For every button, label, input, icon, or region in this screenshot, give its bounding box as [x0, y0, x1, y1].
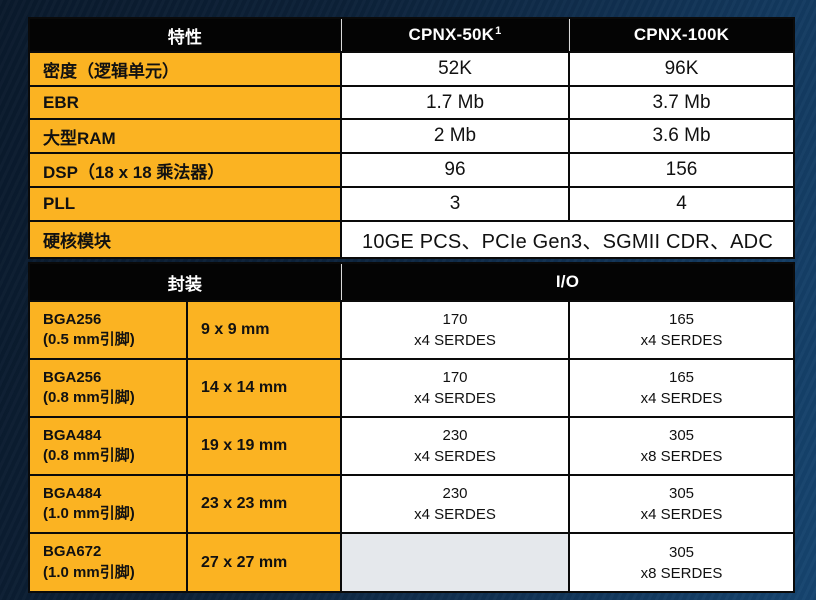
io-serdes: x4 SERDES [640, 506, 723, 523]
feature-value: 52K [342, 53, 568, 85]
package-name: BGA672 (1.0 mm引脚) [30, 534, 186, 591]
package-name: BGA484 (1.0 mm引脚) [30, 476, 186, 532]
io-serdes: x4 SERDES [414, 448, 496, 465]
io-value-cell: 230 x4 SERDES [342, 476, 568, 532]
package-code: BGA672 [43, 543, 102, 561]
spec-tables: 特性 CPNX-50K 1 CPNX-100K 密度（逻辑单元） 52K 96K EBR… [28, 17, 795, 593]
column-header-cpnx-50k: CPNX-50K 1 [341, 19, 568, 51]
feature-value: 3.7 Mb [570, 87, 793, 118]
feature-label: EBR [30, 87, 340, 118]
package-size: 19 x 19 mm [188, 418, 340, 474]
feature-label: DSP（18 x 18 乘法器） [30, 154, 340, 186]
feature-value: 2 Mb [342, 120, 568, 152]
io-count: 230 [442, 427, 468, 444]
io-count: 230 [442, 485, 468, 502]
io-value-cell: 165 x4 SERDES [570, 302, 793, 358]
package-pitch: (1.0 mm引脚) [43, 563, 135, 581]
feature-label: PLL [30, 188, 340, 220]
io-count: 305 [668, 427, 695, 444]
packages-header-label: 封装 [30, 264, 340, 300]
package-name: BGA256 (0.5 mm引脚) [30, 302, 186, 358]
feature-value: 156 [570, 154, 793, 186]
io-count: 165 [668, 311, 695, 328]
io-value-cell: 170 x4 SERDES [342, 302, 568, 358]
feature-value: 96 [342, 154, 568, 186]
io-serdes: x4 SERDES [414, 332, 496, 349]
io-count: 305 [668, 485, 695, 502]
package-pitch: (0.8 mm引脚) [43, 447, 135, 464]
feature-label: 硬核模块 [30, 222, 340, 257]
io-count: 170 [442, 369, 468, 386]
package-size: 14 x 14 mm [188, 360, 340, 416]
feature-value: 4 [570, 188, 793, 220]
io-value-cell: 165 x4 SERDES [570, 360, 793, 416]
feature-value-span: 10GE PCS、PCIe Gen3、SGMII CDR、ADC [342, 222, 793, 257]
io-value-cell: 305 x8 SERDES [570, 418, 793, 474]
package-code: BGA484 [43, 484, 102, 502]
io-empty-cell [342, 534, 568, 591]
io-serdes: x4 SERDES [640, 390, 723, 407]
io-count: 170 [442, 311, 468, 328]
io-serdes: x4 SERDES [414, 390, 496, 407]
feature-value: 3.6 Mb [570, 120, 793, 152]
feature-label: 密度（逻辑单元） [30, 53, 340, 85]
io-value-cell: 170 x4 SERDES [342, 360, 568, 416]
package-name: BGA256 (0.8 mm引脚) [30, 360, 186, 416]
package-code: BGA256 [43, 368, 102, 386]
io-value-cell: 305 x8 SERDES [570, 534, 793, 591]
io-value-cell: 230 x4 SERDES [342, 418, 568, 474]
column-header-cpnx-50k-text: CPNX-50K [408, 25, 495, 44]
package-pitch: (0.8 mm引脚) [43, 389, 135, 406]
features-table: 特性 CPNX-50K 1 CPNX-100K 密度（逻辑单元） 52K 96K EBR… [28, 17, 795, 259]
package-name: BGA484 (0.8 mm引脚) [30, 418, 186, 474]
package-pitch: (0.5 mm引脚) [43, 331, 135, 348]
io-count: 305 [668, 543, 695, 561]
feature-label: 大型RAM [30, 120, 340, 152]
io-serdes: x4 SERDES [640, 332, 723, 349]
package-size: 23 x 23 mm [188, 476, 340, 532]
io-value-cell: 305 x4 SERDES [570, 476, 793, 532]
package-code: BGA256 [43, 310, 102, 328]
column-header-cpnx-100k: CPNX-100K [569, 19, 793, 51]
package-size: 27 x 27 mm [188, 534, 340, 591]
io-serdes: x4 SERDES [414, 506, 496, 523]
io-serdes: x8 SERDES [640, 448, 723, 465]
io-serdes: x8 SERDES [640, 564, 723, 582]
feature-value: 3 [342, 188, 568, 220]
packages-table: 封装 I/O BGA256 (0.5 mm引脚) 9 x 9 mm 170 x4 SER… [28, 262, 795, 593]
io-count: 165 [668, 369, 695, 386]
feature-value: 1.7 Mb [342, 87, 568, 118]
package-pitch: (1.0 mm引脚) [43, 505, 135, 522]
package-size: 9 x 9 mm [188, 302, 340, 358]
feature-value: 96K [570, 53, 793, 85]
io-header-label: I/O [341, 264, 793, 300]
features-header-label: 特性 [30, 19, 340, 51]
package-code: BGA484 [43, 426, 102, 444]
